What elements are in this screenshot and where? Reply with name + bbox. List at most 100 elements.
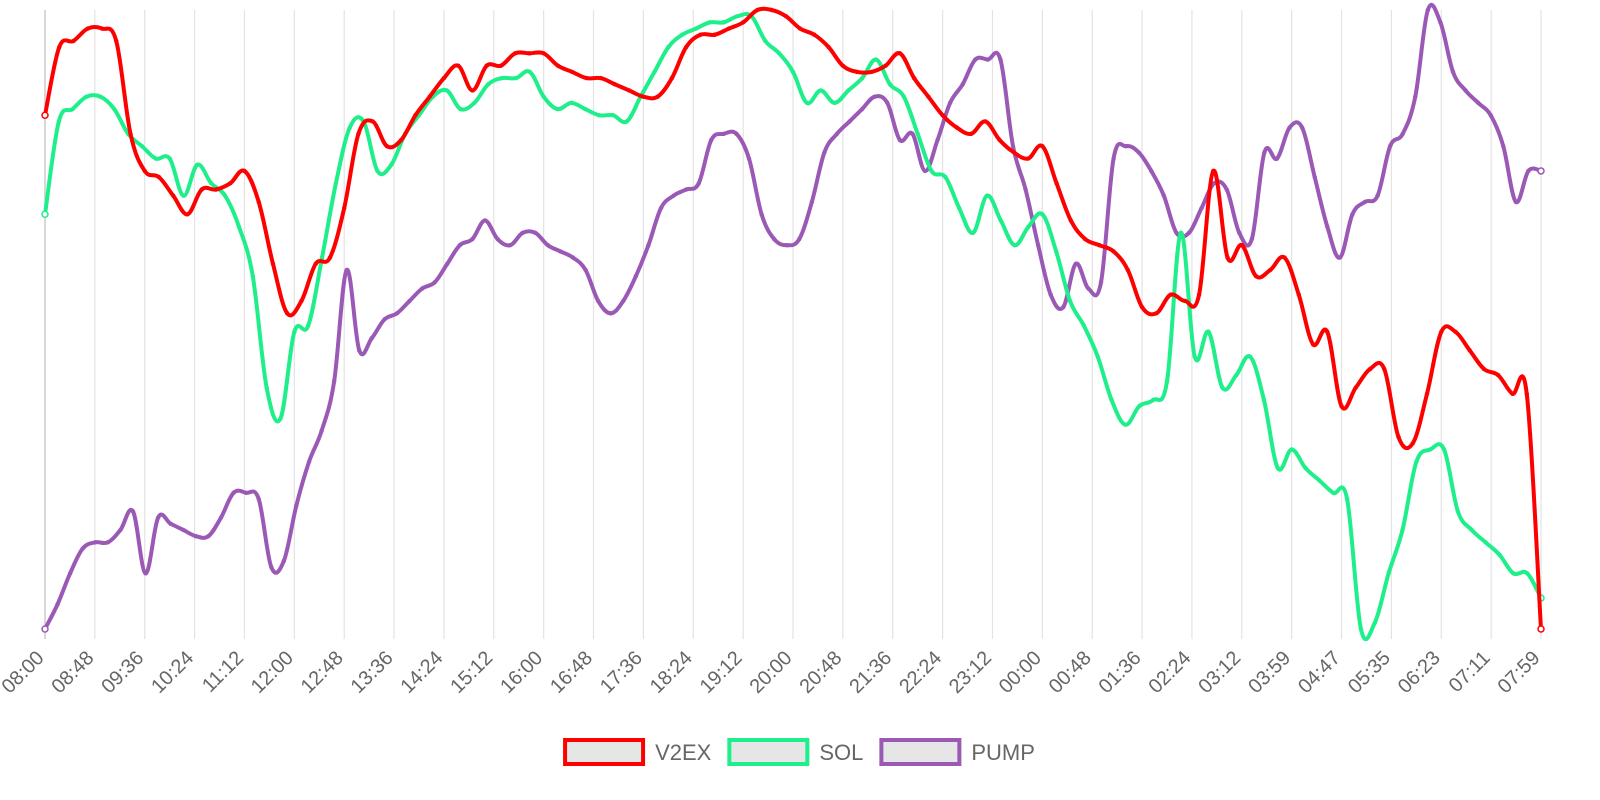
data-point-pump <box>306 459 312 465</box>
data-point-pump <box>281 558 287 564</box>
data-point-v2ex <box>128 131 133 136</box>
x-tick-label: 12:00 <box>247 647 298 698</box>
data-point-sol <box>1275 465 1281 471</box>
data-point-pump <box>595 298 601 304</box>
data-point-v2ex <box>299 298 304 304</box>
legend-item-pump[interactable]: PUMP <box>879 738 1035 766</box>
data-point-sol <box>776 51 782 56</box>
data-point-pump <box>696 181 701 186</box>
data-point-v2ex <box>1125 267 1131 273</box>
data-point-v2ex <box>983 119 988 124</box>
data-point-v2ex <box>1353 385 1358 390</box>
data-point-v2ex <box>441 75 447 81</box>
data-point-v2ex <box>698 32 703 37</box>
data-point-sol <box>84 94 89 99</box>
data-point-pump <box>1438 20 1443 25</box>
data-point-sol <box>943 174 948 180</box>
data-point-sol <box>1483 540 1488 545</box>
data-point-sol <box>1289 447 1294 452</box>
data-point-pump <box>1249 236 1255 242</box>
data-point-pump <box>1299 125 1305 130</box>
data-point-pump <box>206 533 211 539</box>
data-point-pump <box>960 82 965 87</box>
data-point-v2ex <box>41 111 49 119</box>
data-point-sol <box>818 88 823 93</box>
data-point-v2ex <box>327 255 333 260</box>
x-tick-label: 07:11 <box>1445 647 1495 697</box>
data-point-sol <box>929 168 934 174</box>
data-point-v2ex <box>213 187 219 192</box>
data-point-v2ex <box>1310 342 1316 347</box>
data-point-v2ex <box>555 63 561 68</box>
data-point-v2ex <box>641 94 646 99</box>
data-point-pump <box>771 236 777 242</box>
data-point-sol <box>195 162 200 167</box>
data-point-v2ex <box>584 75 589 81</box>
data-point-v2ex <box>1439 329 1444 335</box>
data-point-pump <box>67 571 73 576</box>
data-point-v2ex <box>484 63 489 68</box>
data-point-sol <box>209 181 214 186</box>
data-point-v2ex <box>142 168 147 174</box>
data-point-pump <box>633 273 639 279</box>
data-point-pump <box>658 205 664 211</box>
data-point-v2ex <box>826 44 831 50</box>
data-point-v2ex <box>954 125 960 130</box>
data-point-pump <box>1287 125 1292 130</box>
data-point-v2ex <box>313 261 318 266</box>
data-point-v2ex <box>1082 236 1088 242</box>
legend-label-v2ex: V2EX <box>655 740 712 765</box>
data-point-v2ex <box>1196 292 1202 297</box>
x-tick-label: 10:24 <box>147 647 198 698</box>
x-tick-label: 05:35 <box>1344 647 1395 698</box>
data-point-sol <box>305 323 311 328</box>
data-point-v2ex <box>869 69 874 75</box>
data-point-sol <box>1137 403 1142 409</box>
data-point-sol <box>499 75 505 81</box>
data-point-pump <box>407 298 412 304</box>
data-point-v2ex <box>1011 150 1017 155</box>
data-point-pump <box>1224 187 1229 192</box>
data-point-sol <box>527 69 533 75</box>
series-line-v2ex <box>43 6 1543 631</box>
data-point-sol <box>846 88 851 93</box>
data-point-sol <box>860 75 865 81</box>
legend-item-sol[interactable]: SOL <box>727 738 863 766</box>
data-point-pump <box>319 428 324 434</box>
data-point-pump <box>646 243 651 248</box>
data-point-sol <box>1192 354 1197 359</box>
data-point-pump <box>1400 131 1405 136</box>
data-point-pump <box>1035 243 1041 248</box>
data-point-pump <box>1174 230 1179 236</box>
legend-swatch-pump <box>879 738 962 766</box>
data-point-pump <box>118 527 123 533</box>
data-point-pump <box>1010 143 1016 149</box>
data-point-sol <box>1081 323 1087 328</box>
data-point-pump <box>357 348 362 353</box>
data-point-sol <box>1303 465 1308 471</box>
data-point-v2ex <box>683 44 689 50</box>
data-point-pump <box>922 168 928 174</box>
data-point-v2ex <box>1296 292 1301 297</box>
legend-swatch-sol <box>727 738 810 766</box>
data-point-pump <box>168 521 173 526</box>
data-point-v2ex <box>612 82 618 87</box>
data-point-pump <box>1111 156 1116 161</box>
data-point-pump <box>671 193 676 198</box>
data-point-sol <box>1067 298 1073 304</box>
data-point-v2ex <box>398 137 404 143</box>
x-tick-label: 13:36 <box>347 647 398 698</box>
data-point-v2ex <box>1481 366 1487 372</box>
legend-item-v2ex[interactable]: V2EX <box>563 738 712 766</box>
data-point-sol <box>1206 329 1211 335</box>
data-point-sol <box>735 13 740 19</box>
data-point-sol <box>1414 459 1419 465</box>
data-point-pump <box>759 212 764 217</box>
data-point-v2ex <box>1396 434 1401 440</box>
data-point-v2ex <box>669 75 675 81</box>
data-point-pump <box>558 249 563 254</box>
data-point-v2ex <box>1225 255 1230 260</box>
data-point-v2ex <box>1097 243 1102 248</box>
legend[interactable]: V2EX SOL PUMP <box>563 738 1035 766</box>
data-point-v2ex <box>99 26 105 31</box>
